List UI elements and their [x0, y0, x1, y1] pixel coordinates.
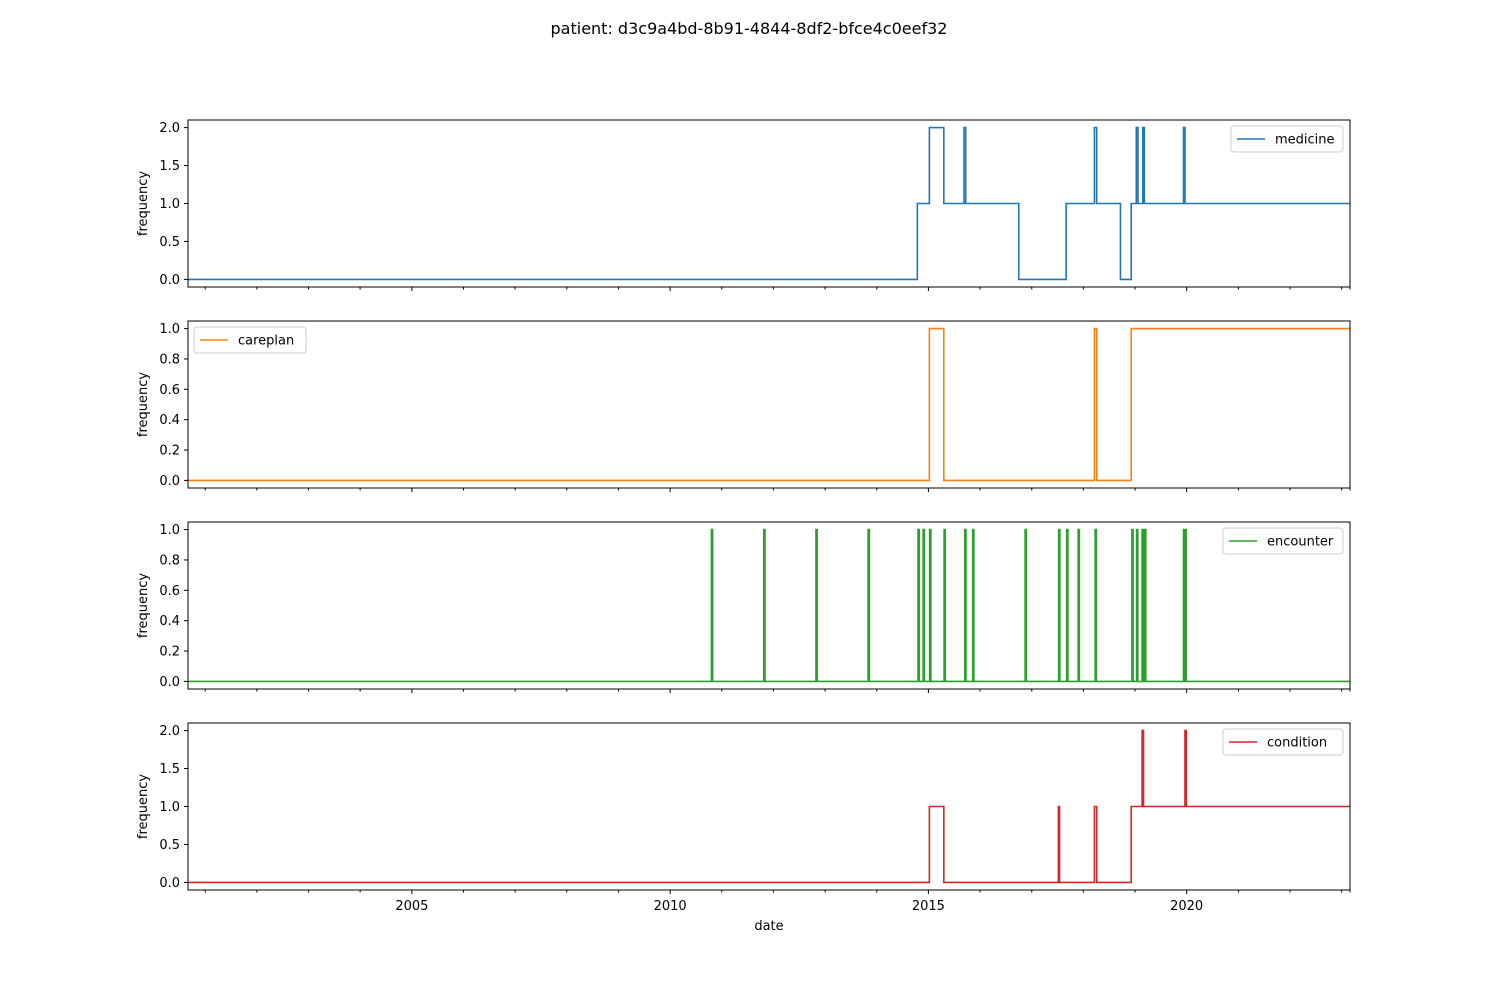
y-tick-label: 0.5 — [159, 838, 180, 853]
y-tick-label: 0.8 — [159, 553, 180, 568]
legend-label: medicine — [1275, 133, 1335, 148]
legend-box — [193, 326, 307, 354]
y-tick-label: 0.4 — [159, 413, 180, 428]
legend-box — [1222, 527, 1344, 555]
legend: condition — [1222, 728, 1344, 756]
series-line-medicine — [188, 126, 1350, 281]
legend-box — [1222, 728, 1344, 756]
axes-frame — [187, 320, 1351, 489]
y-tick-label: 0.0 — [159, 675, 180, 690]
y-tick-label: 2.0 — [159, 724, 180, 739]
legend-label: careplan — [238, 334, 294, 349]
y-tick-label: 0.2 — [159, 444, 180, 459]
y-tick-label: 0.4 — [159, 614, 180, 629]
subplot-encounter: 0.0 0.2 0.4 0.6 0.8 1.0 frequency encounter — [136, 521, 1351, 693]
x-tick-label: 2020 — [1170, 899, 1203, 914]
figure-title: patient: d3c9a4bd-8b91-4844-8df2-bfce4c0… — [551, 19, 948, 38]
y-tick-label: 0.2 — [159, 645, 180, 660]
y-tick-label: 1.0 — [159, 523, 180, 538]
y-tick-label: 1.0 — [159, 197, 180, 212]
subplot-medicine: 0.0 0.5 1.0 1.5 2.0 frequency medicine — [136, 119, 1351, 291]
legend-label: encounter — [1267, 535, 1334, 550]
y-tick-label: 0.6 — [159, 383, 180, 398]
y-tick-label: 0.0 — [159, 876, 180, 891]
x-tick-label: 2010 — [654, 899, 687, 914]
y-tick-label: 0.6 — [159, 584, 180, 599]
subplot-condition: 0.0 0.5 1.0 1.5 2.0 2005 2010 2015 2020 frequency… — [136, 722, 1351, 914]
series-line-encounter — [188, 528, 1350, 683]
legend: encounter — [1222, 527, 1344, 555]
subplot-careplan: 0.0 0.2 0.4 0.6 0.8 1.0 frequency careplan — [136, 320, 1351, 492]
axes-frame — [187, 119, 1351, 288]
y-tick-label: 0.0 — [159, 273, 180, 288]
y-tick-label: 1.0 — [159, 322, 180, 337]
series-line-condition — [188, 729, 1350, 884]
x-axis-label: date — [754, 919, 783, 934]
y-tick-label: 1.5 — [159, 762, 180, 777]
x-tick-label: 2005 — [395, 899, 428, 914]
series-line-careplan — [188, 327, 1350, 482]
y-axis-label: frequency — [136, 372, 151, 438]
axes-frame — [187, 521, 1351, 690]
y-tick-label: 0.0 — [159, 474, 180, 489]
legend: careplan — [193, 326, 307, 354]
y-tick-label: 1.0 — [159, 800, 180, 815]
x-tick-label: 2015 — [912, 899, 945, 914]
y-tick-label: 2.0 — [159, 121, 180, 136]
y-axis-label: frequency — [136, 774, 151, 840]
y-axis-label: frequency — [136, 171, 151, 237]
legend-label: condition — [1267, 736, 1327, 751]
axes-frame — [187, 722, 1351, 891]
legend: medicine — [1230, 125, 1344, 153]
y-tick-label: 0.5 — [159, 235, 180, 250]
y-tick-label: 0.8 — [159, 352, 180, 367]
y-tick-label: 1.5 — [159, 159, 180, 174]
legend-box — [1230, 125, 1344, 153]
y-axis-label: frequency — [136, 573, 151, 639]
